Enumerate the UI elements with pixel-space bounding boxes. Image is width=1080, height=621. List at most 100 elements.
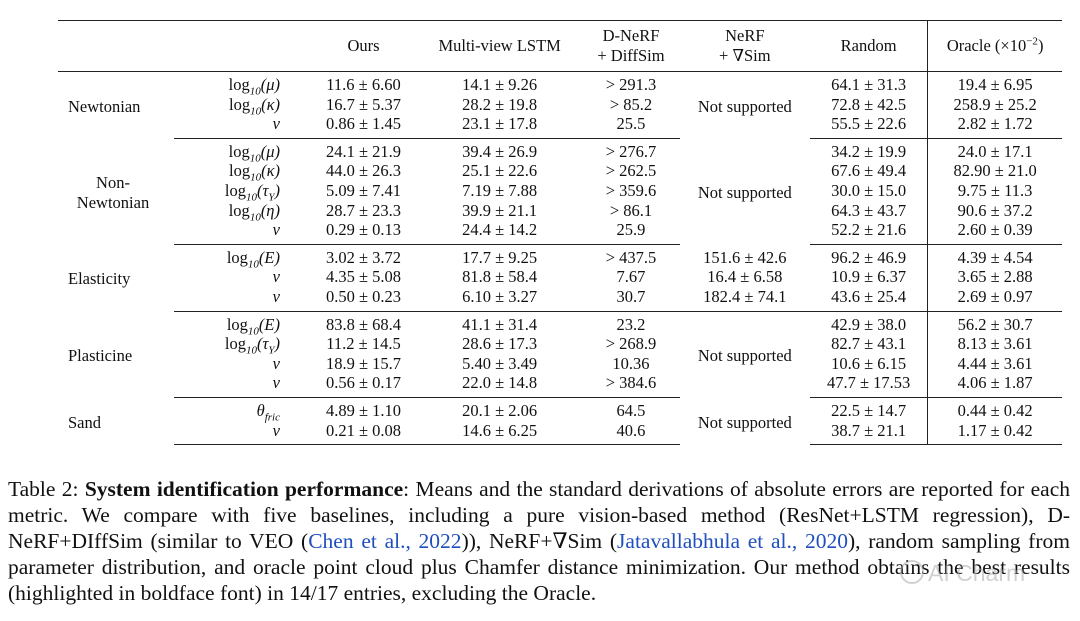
cell-nerf: 151.6 ± 42.6 xyxy=(703,247,787,267)
table-row: v 0.21 ± 0.08 14.6 ± 6.25 40.6 38.7 ± 21… xyxy=(58,420,1062,446)
cell-random: 64.3 ± 43.7 xyxy=(831,200,907,220)
cell-oracle: 2.69 ± 0.97 xyxy=(927,286,1062,312)
cell-ours: 24.1 ± 21.9 xyxy=(325,141,402,161)
metric-label: log10(μ) xyxy=(228,75,280,98)
caption-text-2: )), NeRF+∇Sim ( xyxy=(461,529,618,553)
cell-random: 34.2 ± 19.9 xyxy=(831,141,907,161)
cell-lstm: 22.0 ± 14.8 xyxy=(417,373,583,398)
cell-nerf: 16.4 ± 6.58 xyxy=(707,267,783,287)
cell-oracle: 8.13 ± 3.61 xyxy=(927,334,1062,354)
cell-lstm: 81.8 ± 58.4 xyxy=(462,267,538,287)
metric-label: v xyxy=(174,286,310,312)
cell-lstm: 25.1 ± 22.6 xyxy=(462,161,538,181)
metric-label: ν xyxy=(272,353,280,373)
cell-oracle: 2.60 ± 0.39 xyxy=(927,220,1062,245)
cell-ours: 16.7 ± 5.37 xyxy=(325,94,402,114)
metric-label: log10(κ) xyxy=(228,94,280,117)
cell-ours: 4.89 ± 1.10 xyxy=(325,400,402,420)
cell-dnerf: > 291.3 xyxy=(605,75,657,94)
cell-dnerf: 25.9 xyxy=(582,220,680,245)
metric-label: ν xyxy=(272,267,280,287)
header-metric xyxy=(174,20,310,72)
cell-lstm: 20.1 ± 2.06 xyxy=(462,400,538,420)
cell-lstm: 6.10 ± 3.27 xyxy=(417,286,583,312)
header-category xyxy=(58,20,174,72)
metric-label: log10(τY) xyxy=(224,334,280,357)
cell-lstm: 17.7 ± 9.25 xyxy=(462,247,538,267)
header-oracle-end: ) xyxy=(1037,36,1044,55)
table-row: v 0.86 ± 1.45 23.1 ± 17.8 25.5 55.5 ± 22… xyxy=(58,114,1062,139)
cell-oracle: 0.44 ± 0.42 xyxy=(927,397,1062,421)
cell-lstm: 39.9 ± 21.1 xyxy=(462,200,538,220)
cell-ours: 0.56 ± 0.17 xyxy=(310,373,418,398)
cell-ours: 18.9 ± 15.7 xyxy=(325,353,402,373)
cell-dnerf: > 268.9 xyxy=(605,334,657,354)
caption-text-1: : Means and the standard derivations of … xyxy=(8,477,1070,553)
table-row: log10(η) 28.7 ± 23.3 39.9 ± 21.1 > 86.1 … xyxy=(58,200,1062,223)
header-mv-lstm: Multi-view LSTM xyxy=(417,20,583,72)
cell-lstm: 39.4 ± 26.9 xyxy=(462,141,538,161)
cell-dnerf: 25.5 xyxy=(582,114,680,139)
cell-oracle: 3.65 ± 2.88 xyxy=(927,267,1062,287)
header-nerf: NeRF + ∇Sim xyxy=(679,20,810,72)
header-random: Random xyxy=(809,20,928,72)
table-row: Newtonian log10(μ) 11.6 ± 6.60 14.1 ± 9.… xyxy=(58,71,1062,116)
cell-oracle: 82.90 ± 21.0 xyxy=(927,161,1062,181)
cell-dnerf: > 276.7 xyxy=(605,141,657,161)
caption-lead: System identification performance xyxy=(84,477,404,501)
cell-nerf-not-supported: Not supported xyxy=(697,346,792,366)
metric-label: log10(E) xyxy=(226,247,280,271)
cell-random: 96.2 ± 46.9 xyxy=(831,247,907,267)
cell-oracle: 24.0 ± 17.1 xyxy=(927,138,1062,162)
cell-lstm: 7.19 ± 7.88 xyxy=(462,180,538,200)
cell-oracle: 258.9 ± 25.2 xyxy=(927,94,1062,115)
results-table: Ours Multi-view LSTM D-NeRF + DiffSim Ne… xyxy=(58,20,1062,446)
cell-lstm: 5.40 ± 3.49 xyxy=(462,353,538,373)
cell-random: 55.5 ± 22.6 xyxy=(809,114,928,139)
table-row: log10(τY) 11.2 ± 14.5 28.6 ± 17.3 > 268.… xyxy=(58,334,1062,357)
cell-dnerf: > 437.5 xyxy=(605,247,657,267)
metric-label: v xyxy=(174,220,310,245)
table-row: ν 4.35 ± 5.08 81.8 ± 58.4 7.67 16.4 ± 6.… xyxy=(58,267,1062,287)
cell-lstm: 28.6 ± 17.3 xyxy=(462,334,538,354)
cell-random: 42.9 ± 38.0 xyxy=(831,314,907,334)
cell-oracle: 9.75 ± 11.3 xyxy=(927,180,1062,201)
cell-random: 10.6 ± 6.15 xyxy=(831,353,907,373)
cell-lstm: 14.1 ± 9.26 xyxy=(462,75,538,94)
cell-oracle: 2.82 ± 1.72 xyxy=(927,114,1062,139)
metric-label: θfric xyxy=(256,400,280,424)
cell-random: 43.6 ± 25.4 xyxy=(809,286,928,312)
caption-label: Table 2: xyxy=(8,477,85,501)
header-nerf-line2: + ∇Sim xyxy=(719,46,771,65)
cell-oracle: 56.2 ± 30.7 xyxy=(927,311,1062,335)
category-label: Elasticity xyxy=(68,269,131,289)
header-dnerf-line1: D-NeRF xyxy=(602,26,660,45)
cell-oracle: 4.44 ± 3.61 xyxy=(927,353,1062,374)
table-row: Sand θfric 4.89 ± 1.10 20.1 ± 2.06 64.5 … xyxy=(58,397,1062,432)
table-row: v 0.56 ± 0.17 22.0 ± 14.8 > 384.6 47.7 ±… xyxy=(58,373,1062,398)
table-row: v 0.50 ± 0.23 6.10 ± 3.27 30.7 182.4 ± 7… xyxy=(58,286,1062,312)
table-row: Non- Newtonian log10(μ) 24.1 ± 21.9 39.4 … xyxy=(58,138,1062,212)
cell-random: 10.9 ± 6.37 xyxy=(831,267,907,287)
cell-ours: 0.29 ± 0.13 xyxy=(310,220,418,245)
cell-random: 47.7 ± 17.53 xyxy=(809,373,928,398)
cell-nerf-not-supported: Not supported xyxy=(697,96,792,116)
cell-dnerf: 30.7 xyxy=(582,286,680,312)
citation-link-jatavallabhula[interactable]: Jatavallabhula et al., 2020 xyxy=(617,529,848,553)
cell-nerf: 182.4 ± 74.1 xyxy=(679,286,810,312)
group-elasticity: Elasticity log10(E) 3.02 ± 3.72 17.7 ± 9… xyxy=(58,244,1062,312)
header-oracle-exp: −2 xyxy=(1026,35,1038,48)
cell-random: 72.8 ± 42.5 xyxy=(831,94,907,114)
cell-dnerf: 40.6 xyxy=(582,420,680,446)
header-oracle-text: Oracle (×10 xyxy=(946,36,1027,55)
cell-ours: 11.2 ± 14.5 xyxy=(326,334,401,354)
cell-ours: 83.8 ± 68.4 xyxy=(325,314,402,334)
cell-random: 67.6 ± 49.4 xyxy=(831,161,907,181)
cell-lstm: 28.2 ± 19.8 xyxy=(462,94,538,114)
header-dnerf: D-NeRF + DiffSim xyxy=(582,20,680,72)
metric-label: log10(η) xyxy=(228,200,280,223)
metric-label: log10(μ) xyxy=(228,141,280,165)
cell-ours: 28.7 ± 23.3 xyxy=(325,200,402,220)
cell-ours: 0.50 ± 0.23 xyxy=(310,286,418,312)
citation-link-chen[interactable]: Chen et al., 2022 xyxy=(308,529,462,553)
